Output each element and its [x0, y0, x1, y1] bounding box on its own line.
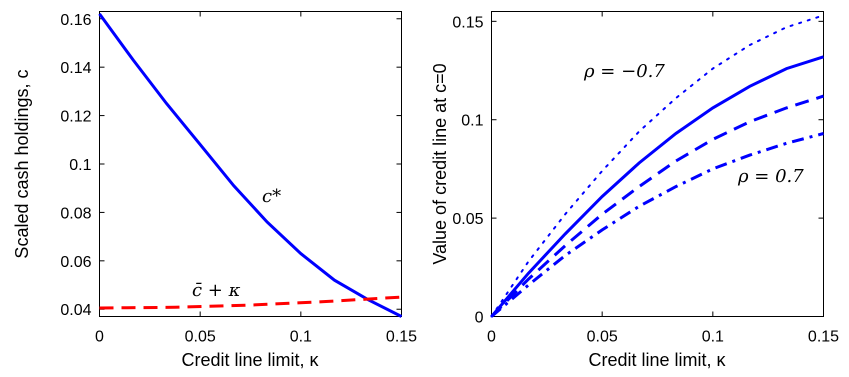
left-annotation-cbar-plus-kappa: c̄ + κ	[192, 280, 241, 301]
right-annotation-rho-neg: ρ = −0.7	[583, 61, 665, 82]
left-plot-frame	[99, 11, 402, 317]
series-line-dashed	[99, 295, 402, 310]
right-plot-frame	[491, 11, 824, 317]
y-tick-label: 0.1	[69, 157, 91, 174]
x-tick-label: 0	[487, 329, 496, 346]
left-y-axis-label: Scaled cash holdings, c	[12, 69, 32, 258]
y-tick-label: 0.05	[452, 211, 483, 228]
left-series-lines	[98, 13, 403, 318]
right-x-axis-label: Credit line limit, κ	[588, 350, 726, 370]
x-tick-label: 0.1	[290, 329, 312, 346]
left-annotation-c-star: c*	[262, 186, 281, 207]
x-tick-label: 0.15	[808, 329, 839, 346]
left-axis-ticks: 0 0.05 0.1 0.15 0.04 0.06 0.08 0.1 0.12 0.14 0.16	[60, 11, 417, 346]
right-axis-ticks: 0 0.05 0.1 0.15 0 0.05 0.1 0.15	[452, 11, 839, 346]
right-y-axis-label: Value of credit line at c=0	[430, 63, 450, 264]
y-tick-label: 0.1	[461, 113, 483, 130]
series-line-dashdot	[490, 132, 824, 318]
x-tick-label: 0.15	[386, 329, 417, 346]
series-line-solid	[490, 55, 824, 318]
y-tick-label: 0.16	[60, 12, 91, 29]
series-line-dotted	[490, 14, 825, 318]
x-tick-label: 0	[95, 329, 104, 346]
left-x-axis-label: Credit line limit, κ	[181, 350, 319, 370]
y-tick-label: 0.08	[60, 205, 91, 222]
y-tick-label: 0.12	[60, 109, 91, 126]
y-tick-label: 0.14	[60, 60, 91, 77]
y-tick-label: 0	[475, 310, 484, 327]
right-annotation-rho-pos: ρ = 0.7	[737, 166, 804, 187]
x-tick-label: 0.05	[587, 329, 618, 346]
x-tick-label: 0.1	[702, 329, 724, 346]
y-tick-label: 0.15	[452, 14, 483, 31]
series-line-dashed	[490, 94, 824, 318]
x-tick-label: 0.05	[185, 329, 216, 346]
right-panel: 0 0.05 0.1 0.15 0 0.05 0.1 0.15 Credit line lim…	[430, 11, 839, 370]
right-series-lines	[490, 14, 825, 318]
y-tick-label: 0.04	[60, 302, 91, 319]
series-line-solid	[98, 13, 403, 318]
left-panel: 0 0.05 0.1 0.150.040.060.080.10.120.140.16 …	[12, 11, 417, 370]
y-tick-label: 0.06	[60, 254, 91, 271]
